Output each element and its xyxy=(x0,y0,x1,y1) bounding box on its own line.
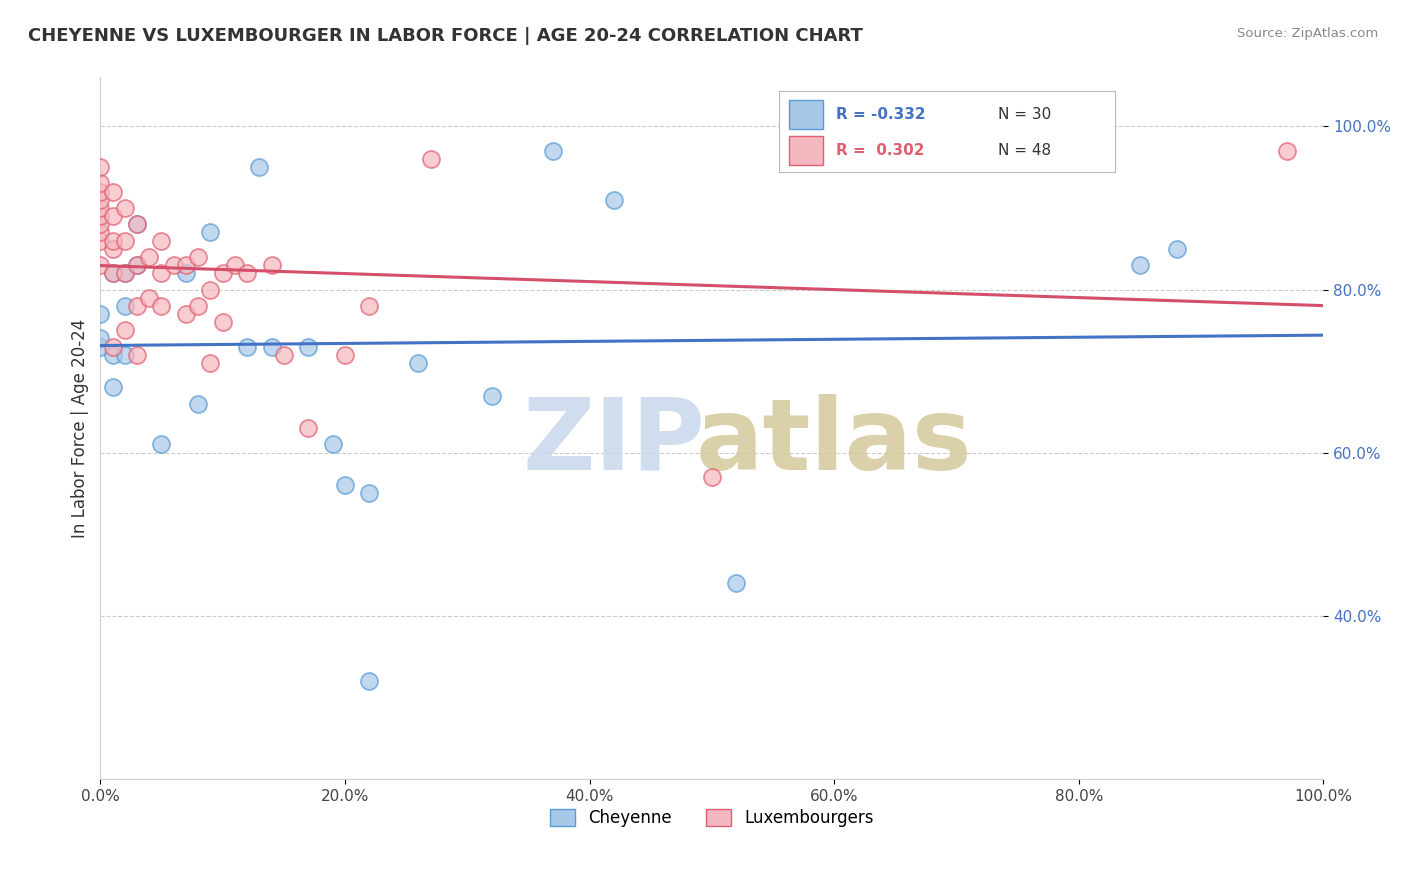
Point xyxy=(174,266,197,280)
Point xyxy=(89,160,111,174)
Point xyxy=(359,299,381,313)
Point xyxy=(359,673,381,688)
Point xyxy=(101,266,124,280)
Point xyxy=(114,323,136,337)
Text: CHEYENNE VS LUXEMBOURGER IN LABOR FORCE | AGE 20-24 CORRELATION CHART: CHEYENNE VS LUXEMBOURGER IN LABOR FORCE … xyxy=(28,27,863,45)
Point xyxy=(260,258,283,272)
Point xyxy=(247,160,270,174)
Point xyxy=(125,348,148,362)
Point xyxy=(101,340,124,354)
Point xyxy=(200,283,222,297)
Point xyxy=(260,340,283,354)
Point xyxy=(211,315,233,329)
Point xyxy=(1166,242,1188,256)
Point xyxy=(187,299,209,313)
Point xyxy=(114,201,136,215)
Point xyxy=(187,397,209,411)
Point xyxy=(89,340,111,354)
Point xyxy=(89,331,111,345)
Point xyxy=(273,348,295,362)
Point xyxy=(89,258,111,272)
Point xyxy=(101,380,124,394)
Point xyxy=(125,258,148,272)
Point xyxy=(101,234,124,248)
Point xyxy=(101,348,124,362)
Point xyxy=(101,242,124,256)
Point xyxy=(163,258,186,272)
Point xyxy=(89,201,111,215)
Point xyxy=(138,250,160,264)
Point xyxy=(211,266,233,280)
Point xyxy=(333,348,356,362)
Text: ZIP: ZIP xyxy=(523,393,706,491)
Point xyxy=(125,258,148,272)
Point xyxy=(541,144,564,158)
Point xyxy=(101,209,124,223)
Point xyxy=(322,437,344,451)
Point xyxy=(200,356,222,370)
Point xyxy=(419,152,441,166)
Point xyxy=(187,250,209,264)
Text: atlas: atlas xyxy=(696,393,973,491)
Point xyxy=(125,217,148,231)
Point xyxy=(89,307,111,321)
Point xyxy=(603,193,626,207)
Point xyxy=(1129,258,1152,272)
Point xyxy=(89,177,111,191)
Point xyxy=(1275,144,1298,158)
Point xyxy=(114,266,136,280)
Point xyxy=(89,234,111,248)
Point xyxy=(150,437,173,451)
Point xyxy=(725,576,748,591)
Point xyxy=(89,185,111,199)
Point xyxy=(114,348,136,362)
Text: Source: ZipAtlas.com: Source: ZipAtlas.com xyxy=(1237,27,1378,40)
Point xyxy=(236,340,259,354)
Point xyxy=(125,299,148,313)
Point xyxy=(359,486,381,500)
Point xyxy=(114,299,136,313)
Point xyxy=(138,291,160,305)
Y-axis label: In Labor Force | Age 20-24: In Labor Force | Age 20-24 xyxy=(72,318,89,538)
Point xyxy=(236,266,259,280)
Point xyxy=(408,356,430,370)
Point xyxy=(89,226,111,240)
Point xyxy=(200,226,222,240)
Point xyxy=(297,340,319,354)
Point xyxy=(150,234,173,248)
Point xyxy=(101,185,124,199)
Point xyxy=(333,478,356,492)
Legend: Cheyenne, Luxembourgers: Cheyenne, Luxembourgers xyxy=(544,802,880,834)
Point xyxy=(700,470,723,484)
Point xyxy=(101,266,124,280)
Point xyxy=(89,209,111,223)
Point xyxy=(174,307,197,321)
Point xyxy=(114,266,136,280)
Point xyxy=(174,258,197,272)
Point xyxy=(125,217,148,231)
Point xyxy=(114,234,136,248)
Point xyxy=(89,217,111,231)
Point xyxy=(481,388,503,402)
Point xyxy=(89,193,111,207)
Point xyxy=(150,299,173,313)
Point xyxy=(297,421,319,435)
Point xyxy=(150,266,173,280)
Point xyxy=(224,258,246,272)
